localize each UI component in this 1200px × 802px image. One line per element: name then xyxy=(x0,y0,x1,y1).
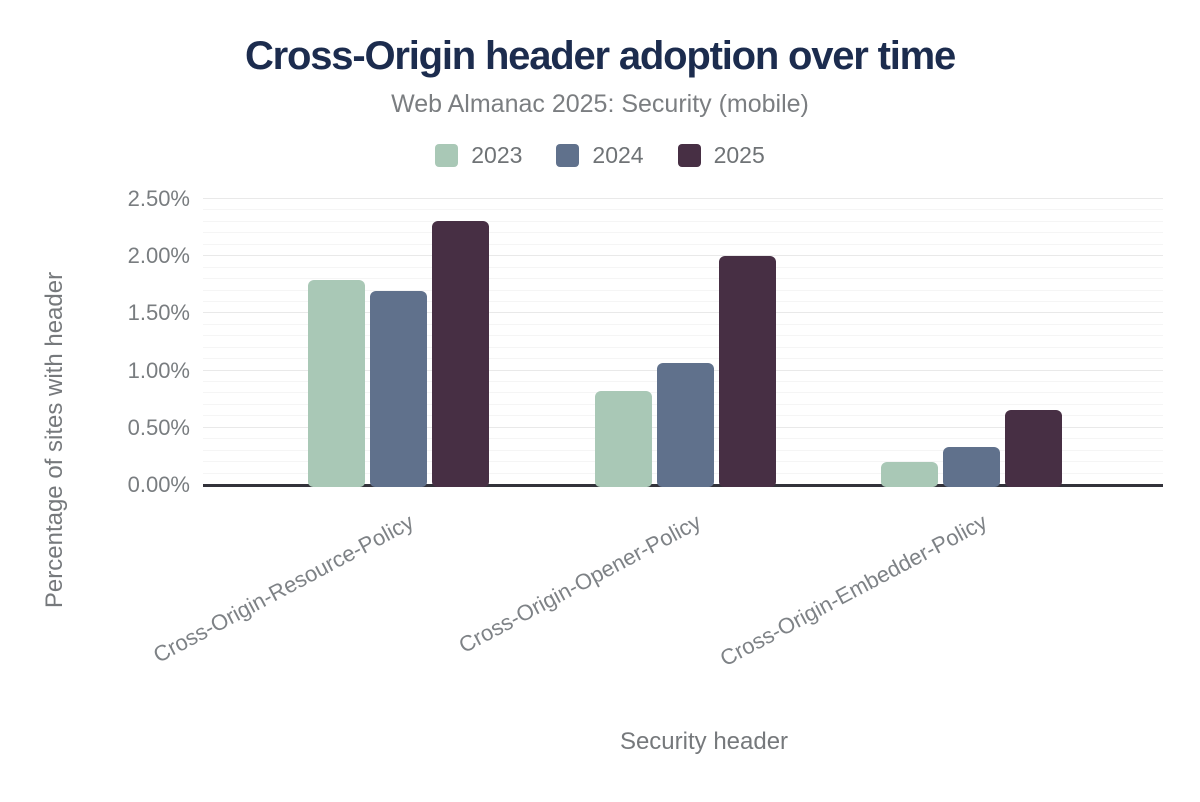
gridline-major-1.5 xyxy=(203,312,1163,314)
bar-2025-cross-origin-embedder-policy xyxy=(1004,409,1062,487)
bar-2024-cross-origin-embedder-policy xyxy=(942,447,1000,487)
legend-item-2023: 2023 xyxy=(435,142,522,169)
legend-item-2024: 2024 xyxy=(556,142,644,169)
plot-area: 0.00% 0.50% 1.00% 1.50% 2.00% 2.50% Cross-Orig… xyxy=(128,188,1163,671)
legend-label-2023: 2023 xyxy=(471,142,523,168)
bar-2025-cross-origin-resource-policy xyxy=(431,220,489,487)
chart-subtitle: Web Almanac 2025: Security (mobile) xyxy=(391,90,809,118)
y-tick-2-50-: 2.50% xyxy=(127,186,190,211)
y-axis-title: Percentage of sites with header xyxy=(41,271,68,609)
y-tick-0-50-: 0.50% xyxy=(127,414,190,440)
legend-swatch-2023 xyxy=(435,144,459,167)
gridline-minor-1.7 xyxy=(203,289,1163,291)
chart-title: Cross-Origin header adoption over time xyxy=(244,34,956,78)
bar-2023-cross-origin-opener-policy xyxy=(594,391,652,487)
gridline-minor-2.3 xyxy=(203,220,1163,222)
gridline-minor-1.9 xyxy=(203,266,1163,268)
gridline-minor-1.1 xyxy=(203,358,1163,360)
legend-label-2024: 2024 xyxy=(592,142,644,168)
x-label-cross-origin-resource-policy: Cross-Origin-Resource-Policy xyxy=(149,509,418,668)
gridline-minor-1.8 xyxy=(203,278,1163,280)
gridline-major-2.5 xyxy=(203,198,1163,199)
legend-swatch-2025 xyxy=(677,144,701,167)
gridline-minor-1.6 xyxy=(203,300,1163,302)
legend-swatch-2024 xyxy=(556,144,580,167)
gridline-minor-2.2 xyxy=(203,232,1163,234)
gridline-minor-1.3 xyxy=(203,335,1163,337)
gridline-minor-2.4 xyxy=(203,209,1163,211)
gridline-minor-1.4 xyxy=(203,323,1163,325)
y-tick-1-50-: 1.50% xyxy=(127,300,190,326)
x-axis-title: Security header xyxy=(619,728,789,755)
bar-2025-cross-origin-opener-policy xyxy=(718,256,776,487)
x-label-cross-origin-embedder-policy: Cross-Origin-Embedder-Policy xyxy=(715,509,991,672)
bar-2023-cross-origin-resource-policy xyxy=(307,280,365,487)
bar-2024-cross-origin-resource-policy xyxy=(369,290,427,487)
bar-2023-cross-origin-embedder-policy xyxy=(880,462,938,487)
y-tick-2-00-: 2.00% xyxy=(127,243,190,269)
gridline-minor-2.1 xyxy=(203,243,1163,245)
gridline-major-2.0 xyxy=(203,255,1163,257)
y-tick-0-00-: 0.00% xyxy=(127,472,190,497)
legend: 2023 2024 2025 xyxy=(0,142,1200,169)
bar-2024-cross-origin-opener-policy xyxy=(656,362,714,487)
legend-item-2025: 2025 xyxy=(677,142,765,169)
gridline-minor-1.2 xyxy=(203,346,1163,348)
legend-label-2025: 2025 xyxy=(713,142,765,168)
y-tick-1-00-: 1.00% xyxy=(127,357,190,383)
x-label-cross-origin-opener-policy: Cross-Origin-Opener-Policy xyxy=(454,509,705,658)
